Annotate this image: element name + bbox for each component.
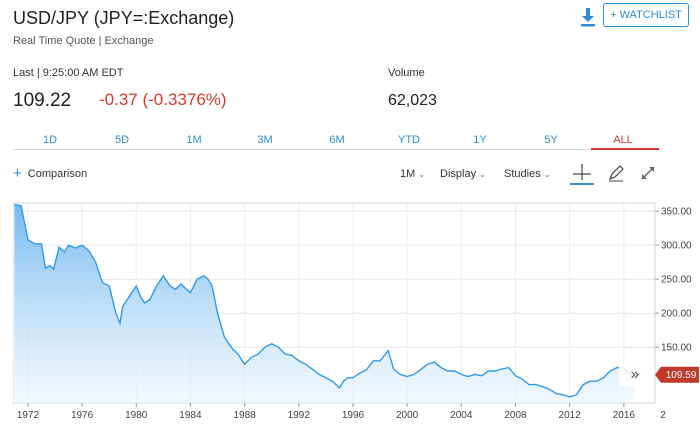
x-tick-label: 1972: [17, 410, 40, 421]
last-trade-time: Last | 9:25:00 AM EDT: [13, 67, 124, 79]
comparison-label: Comparison: [27, 167, 88, 180]
tab-1m[interactable]: 1M: [186, 134, 202, 146]
download-icon[interactable]: [577, 6, 599, 28]
x-tick-label: 2012: [559, 410, 582, 421]
tab-3m[interactable]: 3M: [257, 134, 273, 146]
active-tab-indicator: [591, 148, 659, 150]
price-chart[interactable]: 350.00 300.00 250.00 200.00 150.00 1972 1976 19…: [13, 199, 700, 430]
x-tick-label: 2: [660, 410, 666, 421]
series-line: [14, 203, 636, 398]
pencil-draw-icon[interactable]: [604, 161, 628, 185]
chart-toolbar: + Comparison 1M ⌄ Display ⌄ Studies ⌄: [0, 160, 700, 190]
expand-icon[interactable]: [636, 161, 660, 185]
display-dropdown[interactable]: Display ⌄: [440, 168, 486, 180]
studies-dropdown[interactable]: Studies ⌄: [504, 168, 550, 180]
tab-all[interactable]: ALL: [613, 134, 633, 146]
last-price: 109.22: [13, 90, 72, 111]
chevron-down-icon: ⌄: [479, 170, 486, 179]
series-area: [14, 204, 635, 403]
page-title: USD/JPY (JPY=:Exchange): [13, 8, 235, 28]
tab-5d[interactable]: 5D: [114, 134, 130, 146]
y-tick-label: 200.00: [661, 309, 692, 320]
display-label: Display: [440, 168, 477, 180]
x-tick-label: 2008: [504, 410, 527, 421]
tab-5y[interactable]: 5Y: [544, 134, 558, 146]
plus-icon: +: [13, 165, 22, 182]
tab-6m[interactable]: 6M: [329, 134, 345, 146]
x-tick-label: 1992: [288, 410, 311, 421]
y-tick-label: 250.00: [661, 275, 692, 286]
quote-source-subtitle: Real Time Quote | Exchange: [13, 35, 154, 47]
x-tick-label: 1988: [233, 410, 256, 421]
studies-label: Studies: [504, 168, 541, 180]
y-tick-label: 150.00: [661, 343, 692, 354]
scroll-to-latest-button[interactable]: »: [619, 362, 651, 387]
chevron-down-icon: ⌄: [418, 170, 425, 179]
interval-dropdown[interactable]: 1M ⌄: [400, 168, 425, 180]
last-value-label: 109.59: [666, 370, 697, 381]
x-tick-label: 1996: [342, 410, 365, 421]
interval-label: 1M: [400, 168, 416, 180]
tab-1d[interactable]: 1D: [42, 134, 58, 146]
y-tick-label: 300.00: [661, 241, 692, 252]
volume-label: Volume: [388, 67, 425, 79]
x-tick-label: 2016: [613, 410, 636, 421]
add-to-watchlist-button[interactable]: + WATCHLIST: [603, 3, 689, 27]
time-range-tabs: 1D 5D 1M 3M 6M YTD 1Y 5Y ALL: [13, 132, 659, 150]
scroll-button-bg: [619, 362, 651, 387]
badge-shape: [655, 366, 699, 383]
x-tick-label: 1976: [71, 410, 94, 421]
tab-1y[interactable]: 1Y: [473, 134, 487, 146]
x-tick-label: 2004: [450, 410, 473, 421]
price-chart-svg[interactable]: 350.00 300.00 250.00 200.00 150.00 1972 1976 19…: [13, 199, 700, 430]
last-value-badge: 109.59: [655, 366, 699, 383]
x-tick-label: 1980: [125, 410, 148, 421]
price-change: -0.37 (-0.3376%): [99, 90, 227, 109]
chevron-down-icon: ⌄: [543, 170, 551, 179]
volume-value: 62,023: [388, 92, 437, 109]
double-chevron-right-icon: »: [630, 365, 640, 384]
y-tick-label: 350.00: [661, 207, 692, 218]
comparison-button[interactable]: + Comparison: [13, 166, 87, 181]
x-tick-label: 1984: [179, 410, 202, 421]
tab-ytd[interactable]: YTD: [398, 134, 420, 146]
x-tick-label: 2000: [396, 410, 419, 421]
crosshair-icon[interactable]: [570, 161, 594, 185]
